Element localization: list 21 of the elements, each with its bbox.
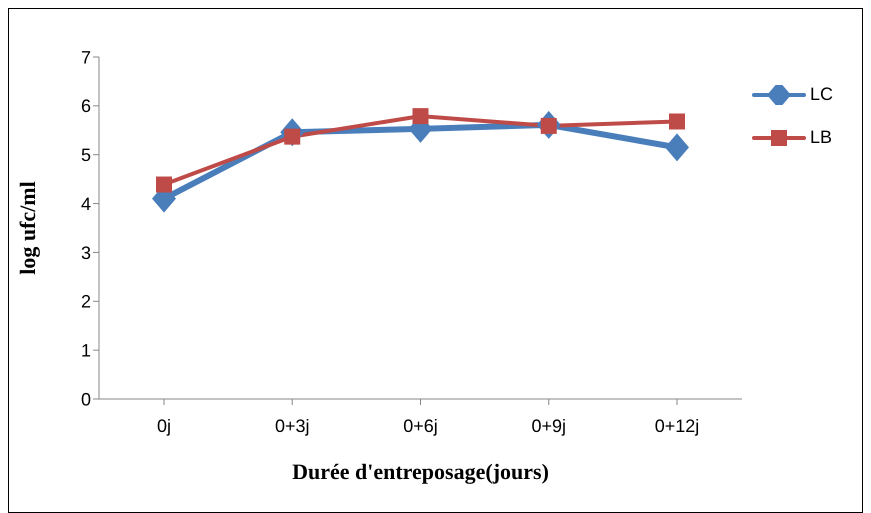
point — [665, 133, 689, 162]
y-tick-label: 4 — [80, 194, 91, 214]
x-tick-label: 0+3j — [274, 416, 310, 436]
y-tick-label: 5 — [80, 145, 91, 166]
point — [669, 113, 685, 130]
point — [156, 176, 172, 193]
y-tick-label: 3 — [80, 242, 91, 263]
y-tick-label: 2 — [80, 292, 91, 312]
x-tick-label: 0+9j — [531, 416, 566, 436]
x-tick-label: 0+12j — [654, 416, 700, 436]
x-tick-label: 0j — [156, 416, 172, 436]
y-tick-label: 6 — [80, 96, 91, 116]
x-axis-title: Durée d'entreposage(jours) — [292, 459, 549, 484]
legend-label: LC — [810, 84, 834, 105]
y-tick-label: 1 — [80, 340, 91, 361]
y-axis-title: log ufc/ml — [14, 181, 40, 275]
point — [412, 108, 428, 124]
y-tick-label: 0 — [80, 389, 91, 410]
x-tick-label: 0+6j — [403, 416, 438, 436]
legend-label: LB — [810, 127, 832, 148]
y-tick-label: 7 — [80, 47, 91, 68]
